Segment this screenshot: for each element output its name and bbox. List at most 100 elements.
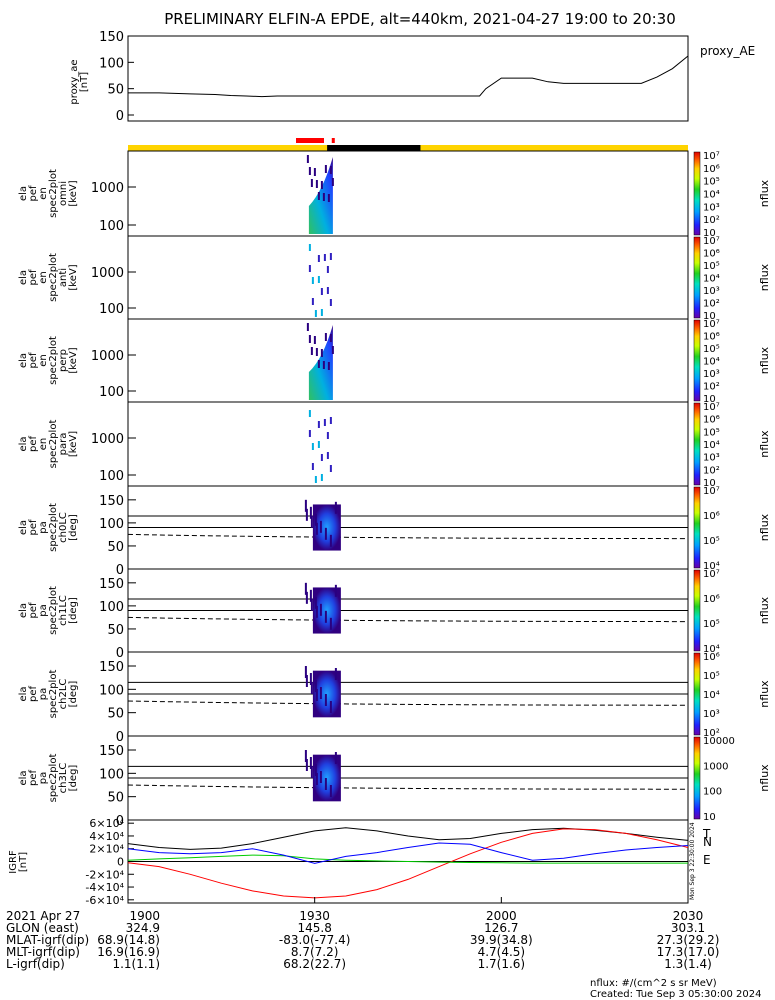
time-cell-time: 1900 [129, 909, 160, 923]
time-row-label: MLT-igrf(dip) [6, 945, 80, 959]
colorbar [693, 151, 701, 236]
axis-label-line: spec2plot [48, 586, 59, 635]
axis-label-line: pef [28, 185, 39, 202]
axis-label-line: [deg] [68, 597, 79, 624]
colorbar-label-text: nflux [758, 764, 771, 792]
time-row-label: GLON (east) [6, 921, 79, 935]
colorbar [693, 402, 701, 486]
axis-label-line: ch1LC [58, 595, 69, 626]
colorbar-label-text: nflux [758, 513, 771, 541]
flux-speck [310, 515, 313, 528]
colorbar-tick: 10² [703, 728, 720, 739]
pa-ytick-label: 50 [107, 623, 124, 638]
axis-label-line: perp [58, 349, 69, 372]
flux-speck [308, 335, 311, 343]
panel-ylabel: ela pef pa spec2plot ch3LC [deg] [18, 754, 79, 803]
ae-ytick-label: 100 [99, 56, 124, 71]
pa-ytick-label: 100 [99, 517, 124, 532]
axis-label-line: pef [28, 436, 39, 453]
colorbar [693, 736, 701, 820]
pa-ytick-label: 50 [107, 791, 124, 806]
colorbar-tick: 10⁵ [703, 344, 720, 355]
chart-title: PRELIMINARY ELFIN-A EPDE, alt=440km, 202… [164, 10, 676, 28]
igrf-series-E [127, 854, 688, 864]
en-ytick-label: 100 [99, 469, 124, 484]
flux-speck [320, 309, 323, 316]
axis-label-line: en [38, 271, 49, 284]
panel-ylabel: ela pef pa spec2plot ch1LC [deg] [18, 586, 79, 635]
time-cell-mlat: 39.9(34.8) [470, 933, 533, 947]
flux-speck [320, 454, 323, 461]
colorbar-tick: 10 [703, 228, 716, 239]
axis-label-line: spec2plot [48, 336, 59, 385]
flux-speck [309, 673, 312, 685]
en-ytick-label: 100 [99, 302, 124, 317]
footer-units: nflux: #/(cm^2 s sr MeV) [590, 978, 717, 989]
time-cell-time: 2000 [486, 909, 517, 923]
flux-speck [322, 193, 325, 201]
colorbar-tick: 10 [703, 394, 716, 405]
time-row-label: MLAT-igrf(dip) [6, 933, 89, 947]
panel-ylabel: ela pef pa spec2plot ch0LC [deg] [18, 503, 79, 552]
flux-speck [314, 764, 317, 776]
colorbar-tick: 10⁶ [703, 249, 720, 260]
colorbar [693, 486, 701, 569]
igrf-legend-E: E [703, 853, 711, 867]
pa-ytick-label: 0 [116, 646, 124, 661]
flux-speck [319, 687, 322, 699]
flux-speck [334, 752, 337, 764]
igrf-series-Z [127, 842, 689, 864]
colorbar-tick: 10⁶ [703, 164, 720, 175]
orbit-bar-red [296, 138, 324, 143]
panel-ylabel: ela pef en spec2plot omni [keV] [18, 169, 79, 218]
colorbar-label: nflux [758, 346, 771, 374]
flux-speck [315, 522, 318, 535]
orbit-bar-red-tick [331, 138, 335, 143]
flux-speck [319, 520, 322, 533]
axis-label-line: spec2plot [48, 670, 59, 719]
flux-speck [315, 180, 318, 188]
colorbar-tick: 100 [703, 787, 722, 798]
flux-speck [324, 527, 327, 540]
flux-speck [315, 605, 318, 618]
pa-ytick-label: 50 [107, 707, 124, 722]
colorbar-tick: 10² [703, 215, 720, 226]
axis-label-line: [keV] [68, 180, 79, 206]
axis-label-line: spec2plot [48, 169, 59, 218]
flux-speck [327, 194, 330, 202]
colorbar [693, 569, 701, 652]
igrf-legend-T: T [702, 827, 711, 841]
flux-speck [311, 463, 314, 470]
ae-ytick-label: 0 [116, 109, 124, 124]
time-row-label: 2021 Apr 27 [6, 909, 80, 923]
igrf-side-stamp-text: Mon Sep 3 22:30:00 2024 [689, 822, 696, 900]
en-ytick-label: 1000 [91, 266, 124, 281]
flux-speck [304, 582, 307, 595]
time-cell-mlat: 27.3(29.2) [657, 933, 720, 947]
en-ytick-label: 1000 [91, 432, 124, 447]
igrf-series-T [127, 827, 689, 850]
flux-speck [324, 778, 327, 790]
pa-loss-cone [127, 784, 689, 790]
flux-speck [329, 534, 332, 547]
colorbar-tick: 10 [703, 311, 716, 322]
flux-speck [310, 766, 313, 778]
colorbar-tick: 10³ [703, 286, 720, 297]
flux-speck [311, 443, 314, 450]
flux-speck [329, 417, 332, 424]
colorbar-tick: 10⁶ [703, 511, 720, 522]
axis-label-line: en [38, 187, 49, 200]
flux-speck [313, 168, 316, 176]
colorbar-tick: 10⁵ [703, 619, 720, 630]
flux-speck [329, 617, 332, 630]
flux-speck [334, 501, 337, 514]
colorbar-tick: 10² [703, 465, 720, 476]
colorbar [693, 319, 701, 402]
colorbar-label: nflux [758, 596, 771, 624]
axis-label-line: anti [58, 268, 69, 287]
axis-label-line: ela [18, 186, 29, 201]
flux-speck [320, 474, 323, 481]
